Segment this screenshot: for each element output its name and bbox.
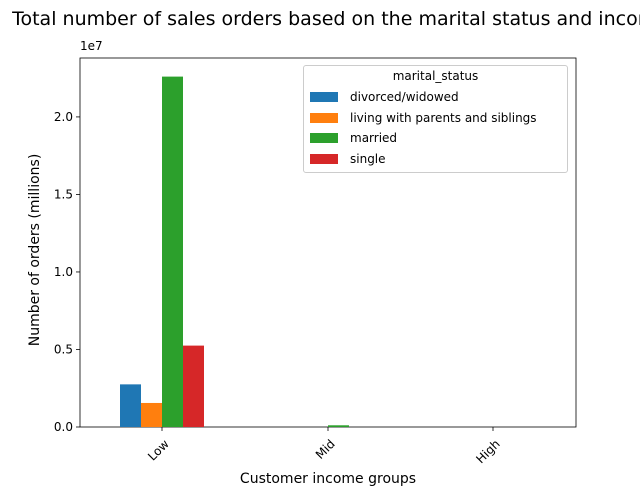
y-tick-label: 1.0 xyxy=(54,265,73,279)
y-axis-ticks: 0.0 0.5 1.0 1.5 2.0 xyxy=(54,110,80,434)
bar-married-mid xyxy=(328,425,349,427)
bar-living-with-parents-and-siblings-low xyxy=(141,402,162,427)
legend-item-married: married xyxy=(304,128,567,149)
legend: marital_status divorced/widowed living w… xyxy=(303,65,568,173)
bars-layer xyxy=(120,76,349,427)
legend-title: marital_status xyxy=(392,69,479,83)
legend-label: living with parents and siblings xyxy=(350,110,537,125)
bar-married-low xyxy=(162,76,183,427)
legend-item-divorced-widowed: divorced/widowed xyxy=(304,87,567,108)
x-tick-label-mid: Mid xyxy=(313,437,338,462)
legend-item-single: single xyxy=(304,149,567,170)
legend-label: divorced/widowed xyxy=(350,90,459,105)
y-axis-offset-text: 1e7 xyxy=(80,39,103,53)
y-tick-label: 0.0 xyxy=(54,420,73,434)
legend-swatch xyxy=(310,92,338,103)
legend-swatch xyxy=(310,112,338,123)
x-axis-ticks: Low Mid High xyxy=(145,427,503,466)
legend-item-living-with-parents: living with parents and siblings xyxy=(304,108,567,129)
x-tick-label-high: High xyxy=(473,437,502,466)
legend-swatch xyxy=(310,153,338,164)
x-tick-label-low: Low xyxy=(145,437,172,464)
bar-single-low xyxy=(183,345,204,427)
y-tick-label: 2.0 xyxy=(54,110,73,124)
y-tick-label: 1.5 xyxy=(54,187,73,201)
y-tick-label: 0.5 xyxy=(54,342,73,356)
legend-swatch xyxy=(310,133,338,144)
legend-label: single xyxy=(350,151,386,166)
bar-divorced-widowed-low xyxy=(120,384,141,427)
chart-title: Total number of sales orders based on th… xyxy=(12,8,640,30)
legend-label: married xyxy=(350,131,398,146)
